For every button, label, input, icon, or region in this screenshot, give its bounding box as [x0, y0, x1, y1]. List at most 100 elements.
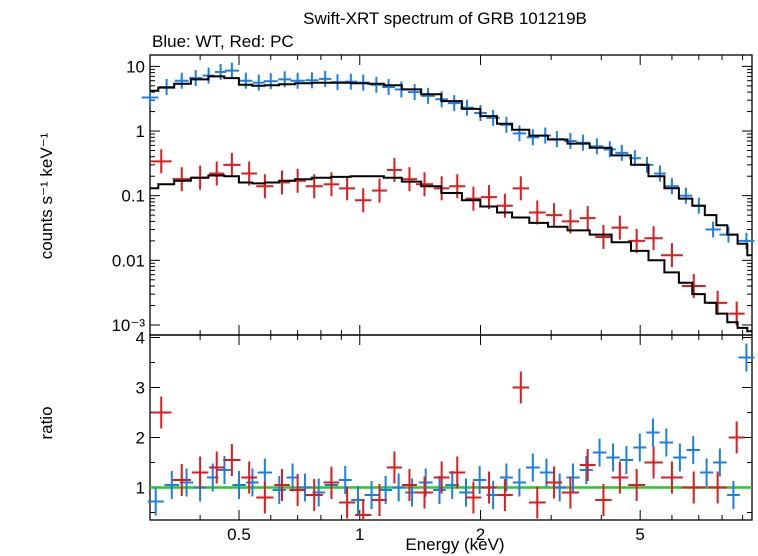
wt-data-point: [189, 70, 203, 87]
pc-ratio-point: [628, 469, 646, 501]
wt-ratio-point: [579, 456, 593, 484]
spectrum-y-tick-label: 0.1: [121, 187, 145, 206]
wt-data-point: [290, 72, 305, 89]
wt-ratio-point: [433, 476, 446, 504]
wt-data-point: [319, 70, 332, 87]
pc-ratio-point: [289, 474, 306, 506]
bottom-y-axis-label: ratio: [37, 406, 56, 439]
pc-ratio-point: [708, 471, 728, 504]
wt-ratio-point: [164, 471, 180, 499]
pc-data-point: [401, 167, 417, 192]
wt-ratio-point: [232, 471, 246, 499]
pc-ratio-point: [172, 464, 191, 496]
wt-data-point: [263, 73, 278, 90]
pc-ratio-point: [339, 486, 356, 519]
ratio-y-tick-label: 4: [136, 329, 145, 348]
pc-data-point: [644, 226, 663, 251]
pc-data-point: [545, 203, 563, 228]
pc-data-point: [595, 224, 612, 249]
wt-ratio-point: [673, 443, 687, 472]
wt-ratio-point: [147, 487, 164, 516]
spectrum-y-tick-label: 0.01: [112, 251, 145, 270]
pc-ratio-point: [241, 461, 258, 494]
pc-data-point: [579, 206, 596, 231]
wt-ratio-point: [619, 446, 634, 474]
pc-ratio-point: [449, 456, 466, 489]
wt-ratio-point: [553, 473, 567, 502]
pc-ratio-point: [595, 484, 612, 516]
wt-data-point: [407, 84, 422, 101]
chart-subtitle: Blue: WT, Red: PC: [152, 32, 294, 51]
wt-ratio-point: [472, 466, 487, 494]
wt-ratio-point: [659, 428, 674, 457]
spectrum-y-tick-label: 10⁻³: [111, 316, 145, 335]
pc-ratio-point: [415, 476, 434, 509]
wt-data-point: [224, 62, 239, 79]
pc-data-point: [661, 243, 683, 268]
pc-data-point: [496, 193, 513, 218]
wt-ratio-point: [686, 436, 700, 464]
wt-ratio-point: [592, 438, 607, 467]
pc-ratio-point: [644, 446, 663, 479]
pc-data-point: [209, 161, 225, 186]
pc-ratio-point: [433, 461, 450, 494]
wt-ratio-point: [499, 463, 513, 492]
ratio-y-tick-label: 2: [136, 429, 145, 448]
pc-ratio-point: [528, 486, 546, 519]
chart-title: Swift-XRT spectrum of GRB 101219B: [303, 9, 587, 28]
x-tick-label: 5: [635, 525, 644, 544]
pc-ratio-point: [223, 444, 241, 476]
wt-ratio-point: [364, 481, 379, 509]
wt-ratio-point: [512, 468, 527, 497]
wt-ratio-point: [726, 481, 740, 509]
wt-data-point: [653, 165, 666, 182]
wt-ratio-point: [713, 448, 727, 477]
pc-ratio-point: [512, 371, 530, 404]
wt-ratio-point: [646, 418, 660, 447]
pc-data-point: [372, 178, 387, 203]
pc-ratio-point: [274, 469, 290, 501]
pc-ratio-point: [728, 421, 745, 454]
wt-data-point: [679, 187, 693, 204]
spectrum-panel: 10 1 0.1 0.01 10⁻³: [111, 54, 755, 336]
pc-ratio-point: [611, 461, 629, 494]
wt-model-line: [150, 75, 752, 257]
x-axis-label: Energy (keV): [405, 535, 504, 554]
pc-ratio-point: [256, 481, 274, 514]
wt-data-point: [603, 141, 616, 158]
wt-data-point: [421, 87, 435, 104]
spectrum-y-tick-label: 1: [136, 122, 145, 141]
wt-ratio-point: [298, 473, 312, 502]
ratio-frame: [149, 334, 753, 521]
pc-ratio-point: [355, 499, 372, 520]
pc-ratio-point: [150, 396, 172, 429]
x-tick-label: 1: [355, 525, 364, 544]
pc-data-point: [449, 174, 466, 199]
pc-ratio-point: [305, 479, 323, 511]
wt-ratio-point: [525, 453, 540, 482]
wt-ratio-point: [246, 468, 259, 497]
wt-data-point: [664, 178, 679, 195]
pc-ratio-point: [661, 461, 683, 494]
pc-ratio-point: [496, 479, 513, 511]
pc-data-point: [150, 149, 172, 174]
wt-data-point: [512, 125, 527, 142]
pc-data-point: [512, 176, 530, 201]
wt-data-point: [252, 74, 265, 91]
pc-data-point: [465, 186, 482, 211]
pc-data-point: [256, 174, 274, 199]
pc-ratio-point: [561, 476, 580, 509]
pc-ratio-point: [579, 449, 596, 481]
pc-ratio-point: [386, 451, 402, 484]
pc-model-line: [150, 174, 752, 333]
ratio-y-tick-label: 3: [136, 379, 145, 398]
pc-ratio-point: [681, 471, 706, 504]
wt-ratio-point: [391, 473, 406, 502]
wt-data-point: [447, 95, 461, 112]
x-tick-label: 2: [476, 525, 485, 544]
pc-data-point: [628, 228, 646, 253]
wt-data-point: [382, 78, 396, 95]
pc-ratio-point: [481, 471, 497, 504]
pc-data-point: [223, 152, 241, 177]
